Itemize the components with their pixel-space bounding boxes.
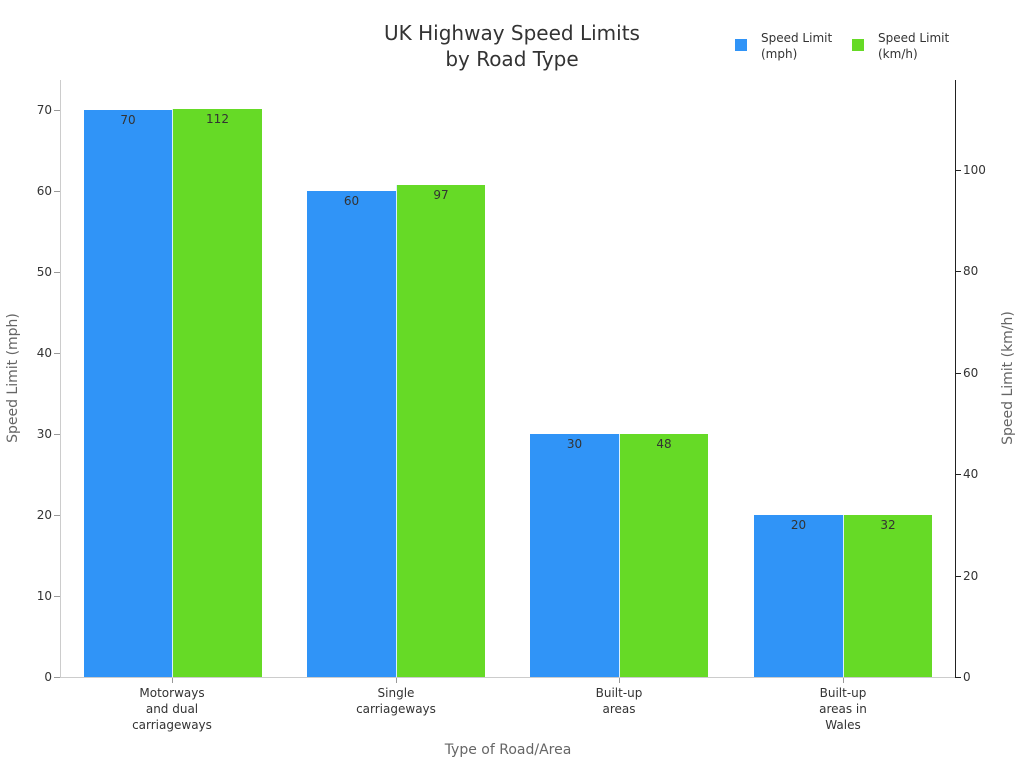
legend-item-kmh[interactable]: Speed Limit (km/h) (852, 30, 949, 62)
chart-title-line-2: by Road Type (445, 47, 579, 71)
bar-value-label: 60 (343, 194, 360, 208)
bar-kmh-motorways[interactable]: 112 (172, 109, 262, 677)
legend-label-mph: Speed Limit (mph) (761, 31, 833, 61)
tick-label-right: 0 (963, 670, 971, 684)
category-label: Built-up areas in Wales (819, 686, 867, 732)
bar-value-label: 32 (880, 518, 896, 532)
bar-value-label: 112 (206, 112, 229, 126)
tick-mark (955, 576, 961, 577)
tick-mark (54, 191, 60, 192)
tick-mark (54, 677, 60, 678)
tick-mark (54, 434, 60, 435)
bar-kmh-builtup[interactable]: 48 (619, 434, 708, 677)
category-label: Built-up areas (595, 686, 643, 716)
bar-value-label: 20 (790, 518, 807, 532)
tick-label-left: 20 (36, 508, 52, 522)
tick-mark (619, 678, 620, 683)
legend-label-kmh: Speed Limit (km/h) (878, 31, 950, 61)
tick-mark (843, 678, 844, 683)
tick-mark (955, 474, 961, 475)
tick-label-left: 0 (44, 670, 52, 684)
tick-label-left: 50 (36, 265, 52, 279)
x-axis (60, 677, 956, 678)
tick-mark (54, 515, 60, 516)
tick-label-right: 40 (963, 467, 979, 481)
tick-mark (54, 272, 60, 273)
bar-value-label: 70 (120, 113, 136, 127)
tick-mark (54, 596, 60, 597)
tick-label-right: 60 (963, 366, 979, 380)
tick-mark (396, 678, 397, 683)
y-axis-left (60, 80, 61, 678)
bar-value-label: 30 (566, 437, 583, 451)
tick-label-left: 70 (36, 103, 52, 117)
legend-swatch-mph (735, 39, 747, 51)
tick-label-left: 40 (36, 346, 52, 360)
category-label: Single carriageways (356, 686, 436, 716)
y-axis-right-title: Speed Limit (km/h) (1000, 311, 1016, 445)
tick-mark (955, 373, 961, 374)
tick-mark (172, 678, 173, 683)
bar-mph-builtup[interactable]: 30 (530, 434, 619, 677)
x-axis-title: Type of Road/Area (444, 742, 572, 758)
tick-label-right: 80 (963, 264, 979, 278)
bar-kmh-single[interactable]: 97 (396, 185, 485, 677)
category-label: Motorways and dual carriageways (132, 686, 212, 732)
tick-label-left: 10 (36, 589, 52, 603)
bar-mph-motorways[interactable]: 70 (84, 110, 172, 677)
legend-item-mph[interactable]: Speed Limit (mph) (735, 30, 832, 62)
chart-title-line-1: UK Highway Speed Limits (384, 21, 640, 45)
tick-label-right: 20 (963, 569, 979, 583)
legend-swatch-kmh (852, 39, 864, 51)
y-axis-right (955, 80, 956, 678)
tick-mark (54, 353, 60, 354)
tick-mark (955, 271, 961, 272)
tick-label-left: 60 (36, 184, 52, 198)
bar-kmh-wales[interactable]: 32 (843, 515, 932, 677)
tick-mark (955, 170, 961, 171)
tick-mark (955, 677, 961, 678)
bar-value-label: 48 (656, 437, 672, 451)
bar-mph-single[interactable]: 60 (307, 191, 396, 677)
tick-label-left: 30 (36, 427, 52, 441)
chart-title: UK Highway Speed Limits by Road Type (312, 20, 712, 72)
y-axis-left-title: Speed Limit (mph) (5, 313, 21, 443)
tick-mark (54, 110, 60, 111)
bar-mph-wales[interactable]: 20 (754, 515, 843, 677)
bar-value-label: 97 (433, 188, 449, 202)
tick-label-right: 100 (963, 163, 986, 177)
